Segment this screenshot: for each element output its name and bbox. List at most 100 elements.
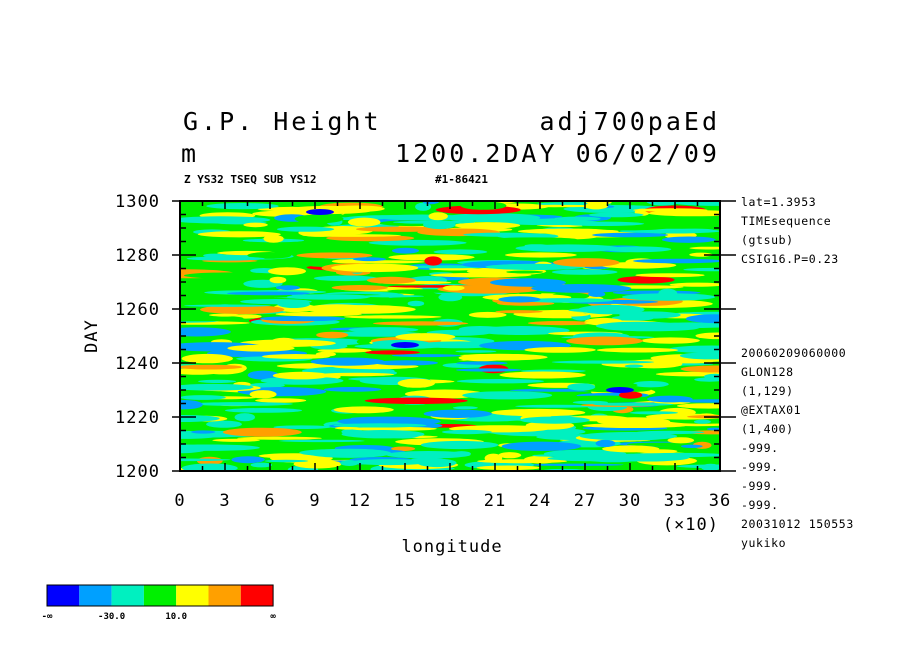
heatmap-cell [391,342,419,348]
heatmap-cell [366,276,416,284]
heatmap-cell [433,249,488,255]
heatmap-cell [349,426,437,431]
heatmap-cell [583,455,644,463]
heatmap-cell [506,270,544,274]
heatmap-cell [624,364,644,368]
heatmap-cell [655,371,720,377]
heatmap-cell [234,413,255,422]
y-axis-label: DAY [82,319,102,353]
heatmap-cell [519,298,614,303]
colorbar-swatch [143,585,177,606]
heatmap-cell [588,212,644,218]
heatmap-cell [676,464,720,469]
heatmap-cell [602,445,660,453]
heatmap-cell [364,397,468,404]
heatmap-cell [499,371,586,379]
heatmap-cell [579,432,678,441]
heatmap-cell [606,387,634,393]
heatmap-cell [250,462,272,468]
heatmap-cell [386,451,471,459]
heatmap-cell [452,406,478,410]
heatmap-cell [203,253,226,258]
heatmap-cell [358,295,424,298]
heatmap-cell [444,213,541,223]
heatmap-cell [375,214,468,221]
heatmap-cell [181,463,238,471]
colorbar-swatch [176,585,209,606]
x-tick-label: 9 [309,491,320,511]
heatmap-cell [210,351,276,357]
heatmap-cell [316,331,349,339]
heatmap-cell [594,382,638,388]
heatmap-cell [262,354,330,359]
heatmap-cell [277,300,311,308]
heatmap-cell [395,333,456,341]
heatmap-cell [443,285,465,291]
heatmap-cell [635,273,705,278]
x-tick-label: 0 [174,491,185,511]
heatmap-cell [618,391,643,399]
colorbar-swatch [240,585,274,606]
heatmap-cell [484,453,503,463]
side-info-bottom: 20060209060000 GLON128 (1,129) @EXTAX01 (1,4… [741,346,853,550]
heatmap-cell [420,440,499,450]
heatmap-cell [646,201,681,206]
heatmap-cell [501,441,582,451]
colorbar-frame [46,584,274,607]
heatmap-cell [524,347,596,353]
heatmap-cell [680,365,720,373]
heatmap-cell [333,423,427,428]
heatmap-cell [374,360,439,366]
heatmap-cell [423,220,456,230]
side-info-line: -999. [741,498,779,512]
heatmap-cell [491,408,586,417]
heatmap-cell [603,246,672,253]
side-info-line: CSIG16.P=0.23 [741,252,839,266]
heatmap-cell [495,310,543,314]
heatmap-cell [424,256,443,266]
heatmap-cell [572,400,609,405]
heatmap-cell [391,446,416,452]
heatmap-cell [255,398,307,403]
x-tick-label: 3 [219,491,230,511]
heatmap-cell [257,206,323,212]
variable-name: adj700paEd [539,107,720,136]
side-info-line: -999. [741,479,779,493]
heatmap-cell [247,370,280,380]
heatmap-cell [490,278,566,287]
heatmap-cell [442,429,492,435]
y-tick-label: 1300 [115,192,160,212]
heatmap-cell [520,416,590,424]
heatmap-cell [302,234,402,237]
heatmap-field [180,201,720,471]
heatmap-cell [180,458,231,462]
heatmap-cell [641,337,700,344]
heatmap-cell [299,449,371,457]
heatmap-cell [476,465,541,471]
heatmap-cell [224,408,303,413]
heatmap-cell [294,214,344,224]
heatmap-cell [679,352,720,360]
heatmap-cell [633,258,720,264]
plot-title: G.P. Height [183,107,382,136]
heatmap-cell [181,353,233,364]
heatmap-cell [391,354,461,358]
heatmap-cell [532,454,598,457]
time-info: 1200.2DAY 06/02/09 [395,139,720,168]
heatmap-cell [646,395,693,403]
heatmap-cell [276,226,335,232]
side-info-line: GLON128 [741,365,794,379]
heatmap-cell [626,442,702,446]
heatmap-cell [680,444,703,448]
heatmap-cell [392,247,419,254]
heatmap-cell [455,350,497,353]
colorbar-swatch [208,585,241,606]
heatmap-cell [306,209,334,215]
heatmap-cell [622,293,716,301]
heatmap-cell [641,308,720,312]
heatmap-cell [222,427,302,437]
colorbar-label: -∞ [42,612,53,622]
heatmap-cell [310,357,385,366]
heatmap-cell [453,307,474,311]
